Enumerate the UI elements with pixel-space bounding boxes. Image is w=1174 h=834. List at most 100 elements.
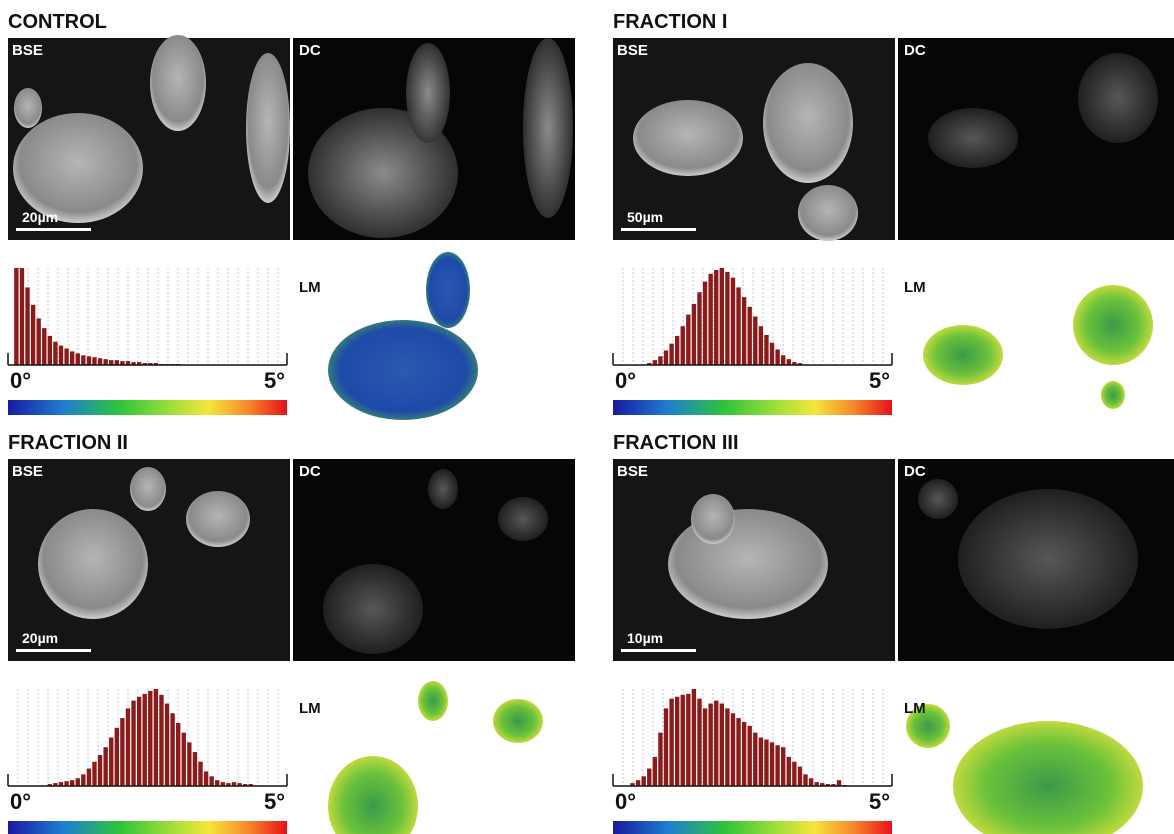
bar xyxy=(109,738,113,787)
bar xyxy=(686,315,690,365)
grain xyxy=(38,509,148,619)
lm-label: LM xyxy=(904,700,926,717)
bar xyxy=(176,723,180,786)
bar xyxy=(803,774,807,786)
bar xyxy=(764,335,768,365)
bar xyxy=(215,780,219,786)
scale-bar-label: 50µm xyxy=(627,209,663,225)
bar xyxy=(198,762,202,786)
bar xyxy=(781,747,785,786)
bar xyxy=(42,328,46,365)
lm-grain xyxy=(953,721,1143,834)
bar xyxy=(64,349,68,365)
bar xyxy=(748,726,752,786)
grain xyxy=(150,35,206,131)
bar xyxy=(714,701,718,786)
x-tick-label: 5° xyxy=(869,789,890,814)
panel-title: FRACTION I xyxy=(613,11,727,33)
lm-grain xyxy=(426,252,470,328)
bar xyxy=(792,762,796,786)
bar xyxy=(703,708,707,786)
bar xyxy=(764,739,768,786)
bar xyxy=(736,718,740,786)
panel-title: CONTROL xyxy=(8,11,107,33)
bar xyxy=(120,718,124,786)
lm-grain xyxy=(328,756,418,834)
scale-bar xyxy=(621,228,696,231)
bar xyxy=(759,326,763,365)
bar xyxy=(148,691,152,786)
bar xyxy=(647,769,651,786)
lm-grain xyxy=(328,320,478,420)
bar xyxy=(720,268,724,365)
scale-bar xyxy=(16,649,91,652)
panel: FRACTION IBSE50µmDCLM0°5° xyxy=(613,11,1174,415)
image-label: DC xyxy=(299,463,321,480)
bar xyxy=(209,776,213,786)
bar xyxy=(837,780,841,786)
bar xyxy=(642,776,646,786)
bar xyxy=(664,350,668,365)
bar xyxy=(53,342,57,365)
bar xyxy=(725,708,729,786)
bar xyxy=(731,713,735,786)
grain xyxy=(798,185,858,241)
bar xyxy=(159,695,163,786)
bar xyxy=(798,767,802,786)
bar xyxy=(653,757,657,786)
bar xyxy=(137,697,141,786)
grain xyxy=(1078,53,1158,143)
lm-grain xyxy=(1073,285,1153,365)
colorbar xyxy=(8,400,287,415)
panel-title: FRACTION III xyxy=(613,432,739,454)
bar xyxy=(742,297,746,365)
bar xyxy=(20,268,24,365)
bar xyxy=(92,762,96,786)
bar xyxy=(170,713,174,786)
grain xyxy=(763,63,853,183)
grain xyxy=(633,100,743,176)
bar xyxy=(25,287,29,365)
bar xyxy=(87,769,91,786)
bar xyxy=(708,274,712,365)
bar xyxy=(92,357,96,365)
grain xyxy=(186,491,250,547)
grain xyxy=(323,564,423,654)
bar xyxy=(669,344,673,365)
bar xyxy=(664,708,668,786)
bar xyxy=(736,287,740,365)
lm-grain xyxy=(418,681,448,721)
bar xyxy=(14,268,18,365)
bar xyxy=(81,774,85,786)
grain xyxy=(13,113,143,223)
bar xyxy=(98,358,102,365)
x-tick-label: 0° xyxy=(615,789,636,814)
bar xyxy=(720,704,724,786)
bar xyxy=(692,304,696,365)
image-label: DC xyxy=(904,463,926,480)
x-tick-label: 5° xyxy=(869,368,890,393)
bar xyxy=(193,752,197,786)
bar xyxy=(143,694,147,786)
x-tick-label: 0° xyxy=(615,368,636,393)
image-label: BSE xyxy=(617,463,648,480)
bar xyxy=(87,356,91,365)
lm-grain xyxy=(923,325,1003,385)
scale-bar xyxy=(621,649,696,652)
grain xyxy=(246,53,290,203)
image-label: BSE xyxy=(12,463,43,480)
bar xyxy=(775,349,779,365)
bar xyxy=(770,343,774,365)
grain xyxy=(691,494,735,544)
grain xyxy=(958,489,1138,629)
grain xyxy=(928,108,1018,168)
scale-bar-label: 20µm xyxy=(22,630,58,646)
bar xyxy=(182,733,186,786)
scale-bar-label: 10µm xyxy=(627,630,663,646)
bar xyxy=(70,780,74,786)
bar xyxy=(703,282,707,365)
grain xyxy=(428,469,458,509)
bar xyxy=(70,351,74,365)
x-tick-label: 0° xyxy=(10,789,31,814)
figure: CONTROL BSE 20µm DC LM 0° 5° FRACTION I BSE 50µm D… xyxy=(0,0,1174,834)
